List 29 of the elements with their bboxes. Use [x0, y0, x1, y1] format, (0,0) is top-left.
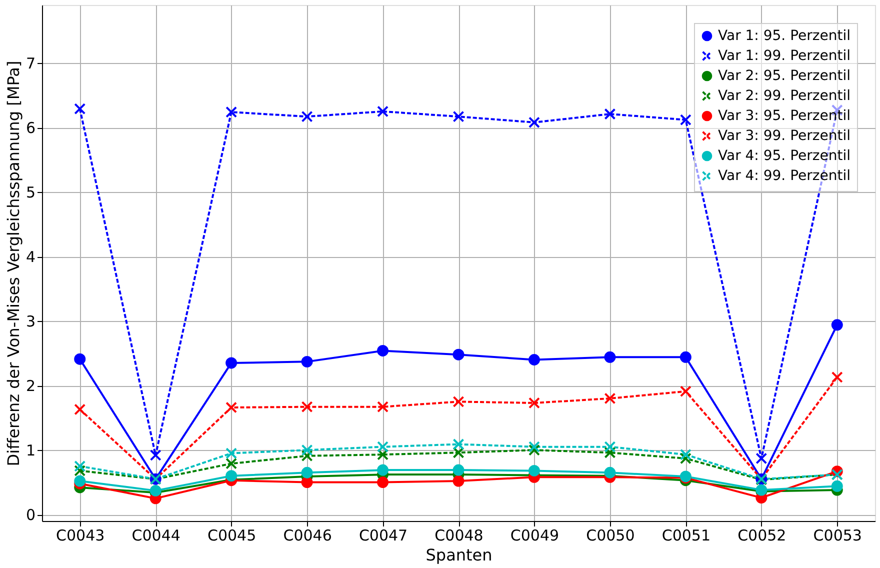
- x-tick-label: C0043: [56, 526, 105, 544]
- y-tick-label: 1: [26, 442, 36, 460]
- y-tick-label: 0: [26, 506, 36, 524]
- x-tick-label: C0045: [207, 526, 256, 544]
- x-tick-label: C0052: [738, 526, 786, 544]
- x-tick-label: C0047: [358, 526, 408, 544]
- x-tick-label: C0046: [283, 526, 332, 544]
- y-tick-label: 6: [26, 119, 36, 138]
- legend-label: Var 1: 99. Perzentil: [718, 48, 850, 64]
- x-tick-label: C0048: [434, 526, 484, 544]
- y-tick-label: 2: [26, 377, 36, 396]
- y-tick-label: 7: [26, 54, 36, 73]
- y-axis-title: Differenz der Von-Mises Vergleichsspannung [MPa]: [4, 60, 23, 466]
- legend-label: Var 4: 99. Perzentil: [718, 168, 850, 184]
- legend-label: Var 2: 99. Perzentil: [718, 88, 850, 104]
- legend-label: Var 3: 95. Perzentil: [718, 108, 850, 124]
- y-tick-label: 3: [26, 312, 36, 331]
- legend-label: Var 3: 99. Perzentil: [718, 128, 850, 144]
- legend-label: Var 2: 95. Perzentil: [718, 68, 850, 84]
- x-tick-label: C0049: [510, 526, 560, 544]
- x-tick-label: C0044: [132, 526, 180, 544]
- x-tick-label: C0050: [586, 526, 635, 544]
- x-axis-title: Spanten: [426, 546, 492, 564]
- y-tick-label: 5: [26, 184, 36, 202]
- x-tick-label: C0051: [662, 526, 711, 544]
- legend-label: Var 1: 95. Perzentil: [718, 28, 850, 44]
- x-tick-label: C0053: [813, 526, 862, 544]
- legend-label: Var 4: 95. Perzentil: [718, 148, 850, 164]
- y-tick-label: 4: [26, 248, 36, 266]
